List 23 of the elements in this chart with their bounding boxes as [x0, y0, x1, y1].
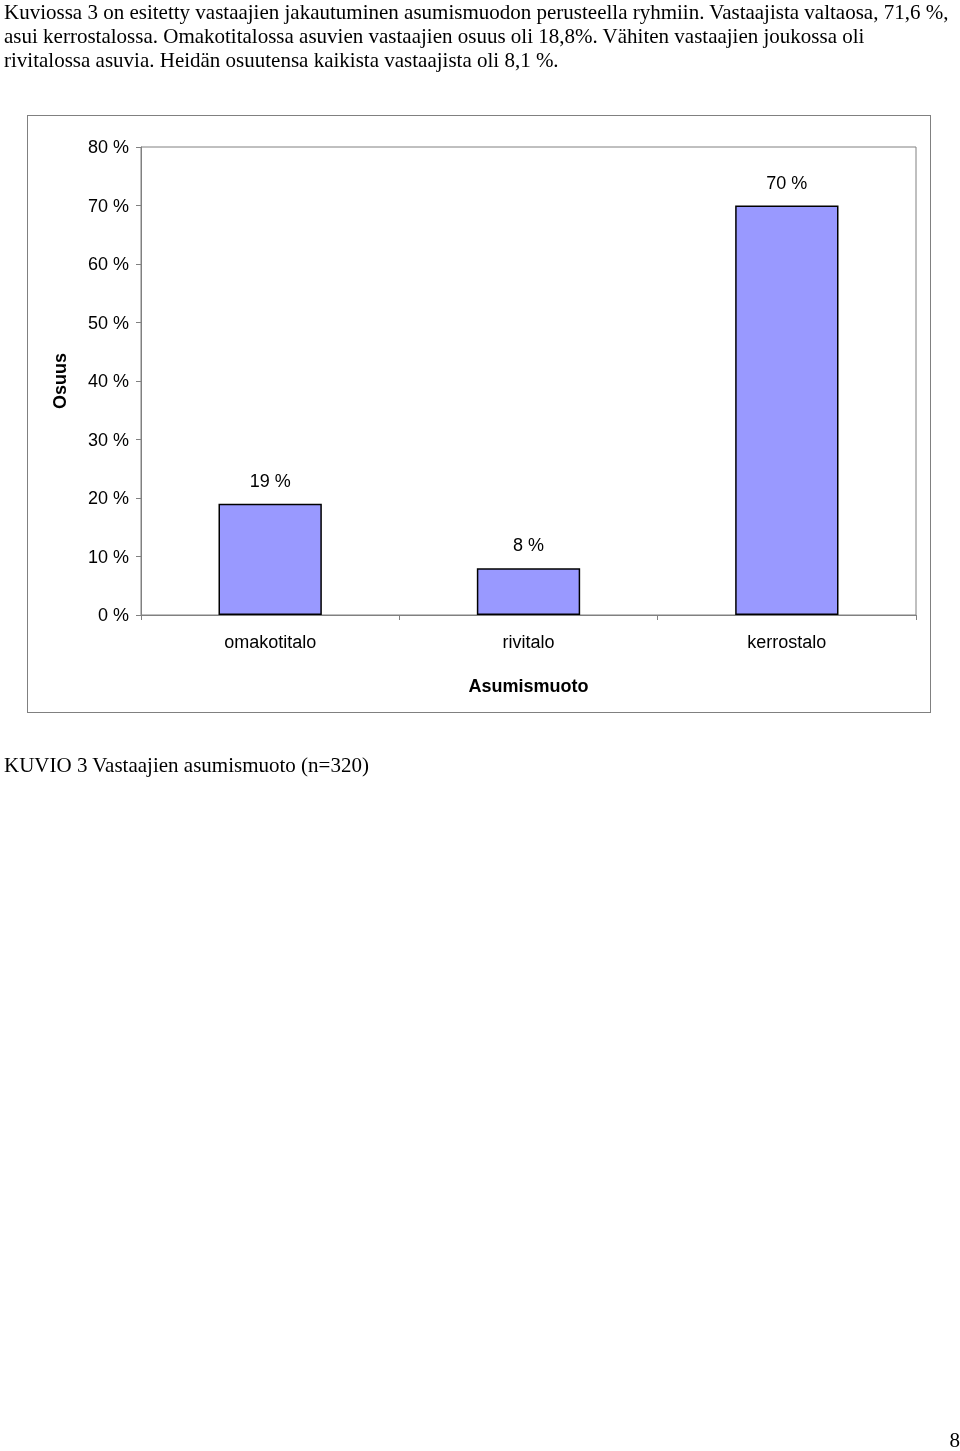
- x-axis-title: Asumismuoto: [468, 676, 589, 696]
- y-tick-label: 10 %: [87, 546, 129, 567]
- y-tick-label: 60 %: [87, 254, 129, 274]
- text: Kuviossa 3 on esitetty vastaajien jakautuminen asumismuodon perusteella ryhmiin. Vastaajista valtaosa, 71,6 %, asui kerrostalossa. Omakotitalossa asuvien vastaajien osuus oli 18,8%. Vähiten vastaajien joukossa oli rivitalossa asuvia. Heidän osuutensa kaikista vastaajista oli 8,1 %.: [4, 0, 950, 72]
- y-tick-label: 20 %: [87, 488, 129, 508]
- y-axis-title: Osuus: [50, 352, 70, 410]
- bar: [218, 503, 322, 615]
- y-tick-label: 40 %: [87, 371, 129, 391]
- y-tick-label: 30 %: [87, 429, 129, 450]
- y-tick-label: 50 %: [87, 312, 129, 333]
- data-label: 8 %: [512, 535, 545, 556]
- y-tick-label: 80 %: [87, 137, 129, 157]
- x-tick-label: kerrostalo: [747, 632, 827, 652]
- x-tick-label: omakotitalo: [224, 632, 317, 652]
- data-label: 19 %: [249, 470, 291, 491]
- text: KUVIO 3 Vastaajien asumismuoto (n=320): [4, 753, 369, 778]
- y-tick-label: 0 %: [97, 605, 129, 625]
- text: 8: [949, 1428, 960, 1451]
- bar: [476, 568, 581, 615]
- bar: [735, 205, 839, 615]
- y-tick-label: 70 %: [87, 195, 129, 216]
- x-tick-label: rivitalo: [502, 632, 555, 652]
- data-label: 70 %: [766, 172, 808, 193]
